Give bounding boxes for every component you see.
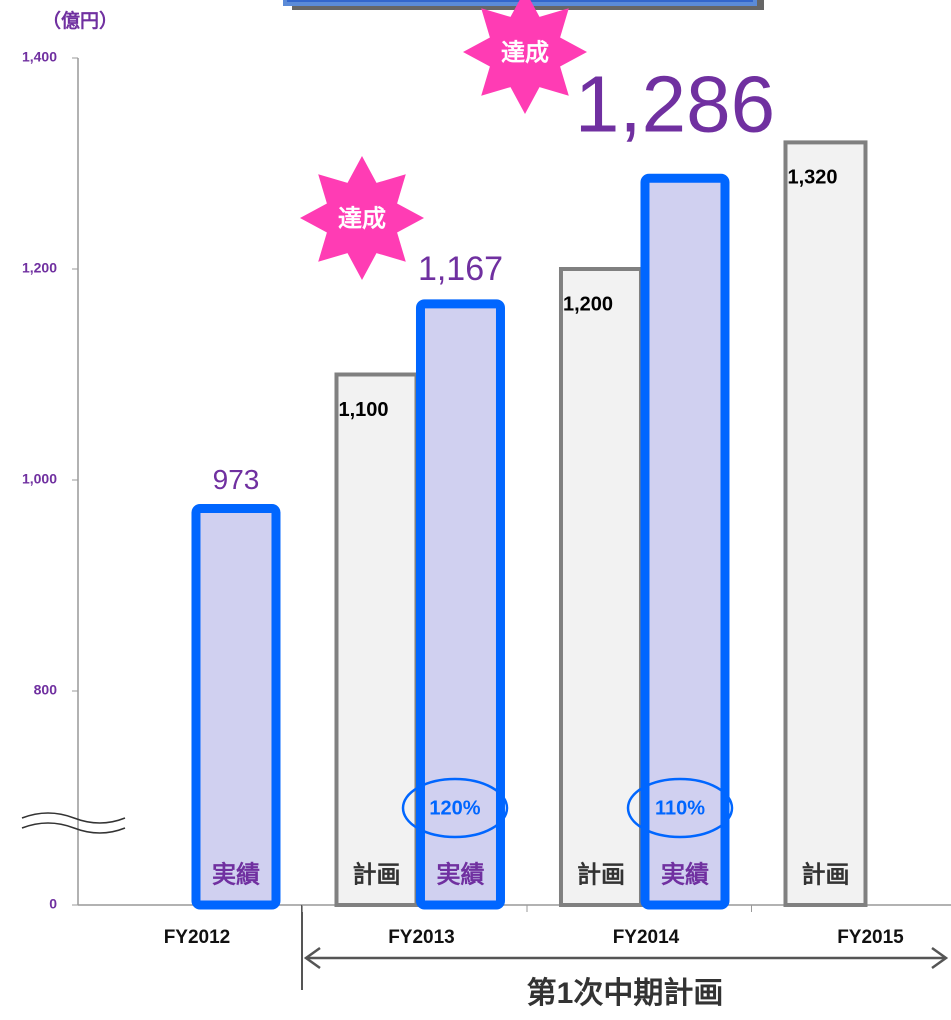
actual-value-label: 973 [213, 464, 260, 495]
y-tick-label: 0 [49, 896, 57, 912]
achieved-label: 達成 [338, 205, 386, 232]
plan-bar [334, 372, 419, 907]
x-tick-label: FY2015 [837, 927, 904, 948]
plan-name: 計画 [352, 860, 400, 888]
actual-value-label: 1,167 [418, 250, 503, 288]
ratio-label: 110% [655, 797, 705, 819]
actual-name: 実績 [436, 860, 484, 888]
achieved-star [463, 0, 587, 114]
arrow-heads [303, 946, 949, 970]
y-tick-label: 800 [34, 682, 58, 698]
plan-value-label: 1,200 [563, 293, 613, 315]
plan-bar [783, 140, 868, 907]
actual-name: 実績 [212, 860, 260, 888]
y-tick-label: 1,000 [22, 471, 57, 487]
axis-break [21, 812, 126, 834]
x-tick-label: FY2014 [613, 927, 680, 948]
plan-name: 計画 [801, 860, 849, 888]
ratio-circle [401, 777, 509, 839]
actual-bar [415, 299, 505, 910]
plan-value-label: 1,320 [787, 167, 837, 189]
achieved-label: 達成 [501, 39, 549, 66]
actual-bar [191, 503, 281, 910]
plan-value-label: 1,100 [338, 399, 388, 421]
actual-bar [640, 173, 730, 910]
period-label: 第1次中期計画 [527, 976, 724, 1010]
ratio-circle [626, 777, 734, 839]
unit-label: （億円） [42, 9, 118, 32]
x-tick-label: FY2013 [388, 927, 455, 948]
y-tick-label: 1,200 [22, 260, 57, 276]
actual-name: 実績 [661, 860, 709, 888]
x-tick-label: FY2012 [164, 927, 231, 948]
plan-bar [558, 267, 643, 907]
y-tick-label: 1,400 [22, 49, 57, 65]
achieved-star [300, 156, 424, 280]
ratio-label: 120% [429, 797, 480, 819]
actual-value-label: 1,286 [575, 59, 775, 148]
plan-name: 計画 [577, 860, 625, 888]
